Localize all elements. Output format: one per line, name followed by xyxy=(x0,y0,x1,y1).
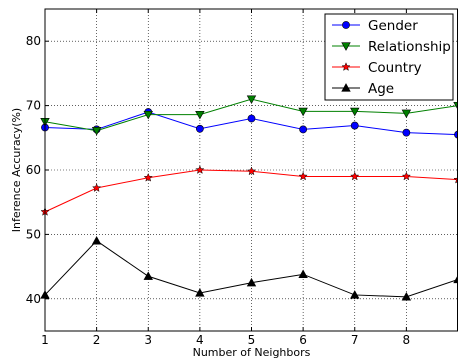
data-point-country xyxy=(143,172,153,182)
y-tick-label: 70 xyxy=(26,99,41,113)
axis-ticks: 1 2 3 4 5 6 7 8 40 50 60 70 80 xyxy=(26,9,410,347)
legend-marker-gender xyxy=(342,21,350,29)
data-point-gender xyxy=(247,114,256,123)
series-age xyxy=(40,236,458,301)
data-point-country xyxy=(401,171,412,181)
data-point-relationship xyxy=(401,109,412,119)
y-tick-label: 80 xyxy=(26,34,41,48)
legend-label-country: Country xyxy=(368,60,422,76)
data-point-country xyxy=(298,171,308,181)
data-point-age xyxy=(401,292,412,301)
y-tick-label: 60 xyxy=(26,163,41,177)
data-point-country xyxy=(350,171,360,181)
legend: Gender Relationship Country Age xyxy=(324,13,454,101)
data-point-country xyxy=(195,165,205,174)
data-point-age xyxy=(143,271,153,280)
legend-marker-age xyxy=(341,83,351,92)
data-point-gender xyxy=(299,125,308,134)
data-point-relationship xyxy=(246,95,257,104)
data-point-relationship xyxy=(195,110,205,120)
x-tick-label: 2 xyxy=(93,333,101,347)
y-tick-label: 40 xyxy=(26,292,41,306)
data-point-relationship xyxy=(350,107,360,117)
data-point-age xyxy=(298,269,308,278)
x-tick-label: 5 xyxy=(248,333,256,347)
data-point-country xyxy=(246,166,257,176)
x-tick-label: 3 xyxy=(144,333,152,347)
series-group xyxy=(40,95,458,301)
x-tick-label: 7 xyxy=(351,333,359,347)
data-point-relationship xyxy=(143,110,153,120)
x-tick-label: 4 xyxy=(196,333,204,347)
legend-label-relationship: Relationship xyxy=(368,39,451,55)
data-point-age xyxy=(350,290,360,299)
data-point-country xyxy=(91,183,102,192)
data-point-relationship xyxy=(91,127,102,136)
y-tick-label: 50 xyxy=(26,227,41,241)
data-point-age xyxy=(246,277,257,287)
data-point-age xyxy=(453,274,458,284)
x-axis-label: Number of Neighbors xyxy=(193,346,311,358)
series-line-country xyxy=(44,169,458,213)
x-tick-label: 1 xyxy=(41,333,49,347)
data-point-gender xyxy=(195,124,204,133)
x-tick-label: 6 xyxy=(299,333,307,347)
series-country xyxy=(40,165,458,216)
data-point-relationship xyxy=(453,101,458,111)
data-point-relationship xyxy=(298,107,308,117)
data-point-age xyxy=(91,236,102,245)
x-tick-label: 8 xyxy=(403,333,411,347)
legend-marker-relationship xyxy=(341,42,351,51)
legend-label-age: Age xyxy=(368,81,394,97)
data-point-gender xyxy=(402,128,411,137)
y-axis-label: Inference Accuracy(%) xyxy=(10,108,23,232)
legend-label-gender: Gender xyxy=(368,18,418,34)
data-point-gender xyxy=(350,121,359,130)
legend-marker-country xyxy=(341,62,351,71)
data-point-age xyxy=(195,288,205,297)
